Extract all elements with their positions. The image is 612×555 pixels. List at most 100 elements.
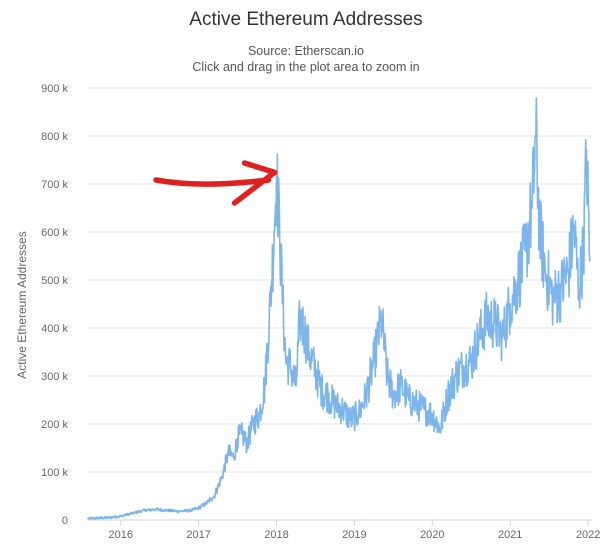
data-point [386, 375, 389, 377]
data-point [119, 515, 122, 518]
data-point [439, 427, 441, 430]
data-point [298, 317, 301, 320]
data-point [278, 231, 281, 233]
y-axis-title: Active Ethereum Addresses [15, 231, 29, 378]
y-tick-label: 0 [62, 515, 68, 527]
data-point [400, 384, 403, 387]
data-point [509, 303, 512, 305]
data-point [485, 317, 488, 320]
data-point [205, 502, 208, 505]
data-point [446, 394, 449, 397]
data-point [357, 413, 360, 416]
data-point [470, 360, 473, 363]
y-tick-label: 400 k [41, 323, 68, 335]
data-point [493, 322, 496, 325]
data-point [108, 516, 110, 519]
data-point [501, 336, 504, 339]
data-point [454, 375, 457, 377]
data-point [302, 327, 305, 329]
x-tick-label: 2018 [264, 529, 288, 541]
data-point [524, 250, 527, 253]
arrow-head [231, 160, 278, 206]
data-point [87, 517, 89, 520]
series-line[interactable] [87, 97, 591, 520]
data-point [96, 517, 99, 519]
x-tick-label: 2016 [108, 529, 132, 541]
data-point [431, 413, 434, 416]
data-point [221, 475, 223, 478]
data-point [349, 418, 352, 421]
data-point [131, 512, 134, 515]
data-point [423, 408, 426, 411]
y-tick-label: 100 k [41, 467, 68, 479]
data-point [392, 394, 395, 397]
data-point [295, 384, 297, 387]
series-group[interactable] [87, 97, 591, 520]
data-point [517, 279, 519, 281]
data-point [585, 149, 588, 152]
data-point [178, 510, 181, 513]
data-point [582, 250, 585, 253]
data-point [478, 336, 480, 339]
x-tick-label: 2022 [576, 529, 600, 541]
data-point [314, 370, 317, 373]
gridlines [88, 87, 592, 521]
data-point [320, 389, 323, 392]
arrow-shaft [153, 177, 272, 187]
data-point [552, 298, 554, 301]
data-point [567, 269, 570, 272]
y-tick-label: 500 k [41, 275, 68, 287]
data-point [334, 403, 336, 406]
data-point [213, 495, 216, 497]
x-tick-label: 2021 [498, 529, 522, 541]
y-tick-label: 900 k [41, 83, 68, 95]
data-point [289, 365, 292, 368]
chart-subtitle: Source: Etherscan.io [247, 44, 365, 58]
x-tick-label: 2019 [342, 529, 366, 541]
data-point [197, 507, 200, 509]
data-point [462, 365, 465, 368]
annotation-arrow [153, 160, 278, 206]
data-point [535, 135, 537, 137]
data-point [258, 413, 261, 416]
data-point [577, 288, 580, 291]
chart-title: Active Ethereum Addresses [189, 9, 423, 30]
y-tick-label: 600 k [41, 227, 68, 239]
data-point [236, 437, 239, 440]
y-tick-label: 800 k [41, 131, 68, 143]
data-point [559, 288, 562, 291]
data-point [273, 231, 276, 233]
data-point [143, 509, 145, 512]
data-point [240, 432, 243, 435]
y-axis-ticks: 0 100 k 200 k 300 k 400 k 500 k 600 k 700 k 800 … [41, 83, 68, 527]
y-tick-label: 700 k [41, 179, 68, 191]
data-point [544, 269, 547, 272]
x-axis-ticks: 2016 2017 2018 2019 2020 2021 2022 [108, 520, 600, 541]
zoom-instruction: Click and drag in the plot area to zoom … [192, 60, 420, 74]
data-point [588, 259, 591, 262]
data-point [308, 351, 311, 353]
data-point [232, 456, 235, 459]
data-point [154, 508, 157, 511]
x-tick-label: 2017 [186, 529, 210, 541]
data-point [281, 303, 284, 305]
y-tick-label: 300 k [41, 371, 68, 383]
data-point [246, 442, 248, 445]
data-point [227, 451, 230, 454]
data-point [327, 394, 329, 397]
data-point [341, 408, 344, 411]
data-point [531, 207, 533, 209]
data-point [269, 303, 272, 305]
data-point [166, 509, 169, 512]
x-tick-label: 2020 [420, 529, 444, 541]
data-point [263, 384, 266, 387]
data-point [538, 231, 541, 233]
data-point [365, 394, 367, 397]
data-point [189, 509, 192, 512]
data-point [415, 403, 418, 406]
y-tick-label: 200 k [41, 419, 68, 431]
data-point [408, 399, 410, 401]
data-point [372, 360, 375, 363]
data-point [380, 317, 383, 320]
